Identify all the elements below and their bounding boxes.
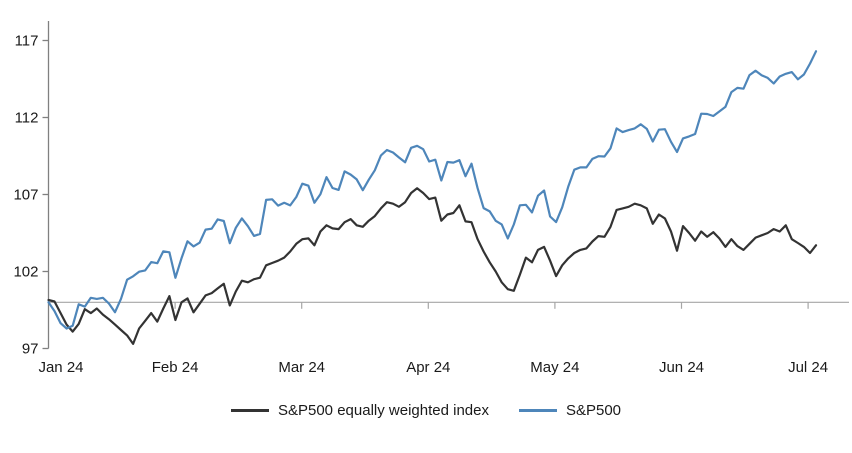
y-tick-label: 102 xyxy=(13,264,38,281)
legend-swatch-equal-weight xyxy=(230,409,269,412)
line-chart: 97 102 107 112 117 Jan 24 Feb 24 Mar 24 Apr 24 Ma… xyxy=(13,21,849,376)
x-tick-label: Jan 24 xyxy=(38,359,83,376)
x-tick-label: Feb 24 xyxy=(152,359,199,376)
y-tick-label: 107 xyxy=(13,187,38,204)
series-line-sp500 xyxy=(47,50,818,330)
x-tick-label: May 24 xyxy=(530,359,579,376)
series-line-equal-weight xyxy=(47,187,818,345)
x-tick-label: Jul 24 xyxy=(788,359,828,376)
legend-item-sp500: S&P500 xyxy=(518,402,622,419)
x-tick-label: Apr 24 xyxy=(406,359,450,376)
y-tick-label: 97 xyxy=(22,341,39,358)
legend-label-equal-weight: S&P500 equally weighted index xyxy=(277,402,489,419)
legend-label-sp500: S&P500 xyxy=(565,402,622,419)
x-tick-label: Jun 24 xyxy=(659,359,704,376)
legend-swatch-sp500 xyxy=(518,409,557,412)
y-tick-label: 112 xyxy=(15,110,39,127)
y-tick-label: 117 xyxy=(15,33,39,50)
chart-legend: S&P500 equally weighted index S&P500 xyxy=(0,402,852,419)
legend-item-equal-weight: S&P500 equally weighted index xyxy=(230,402,489,419)
x-tick-label: Mar 24 xyxy=(278,359,325,376)
